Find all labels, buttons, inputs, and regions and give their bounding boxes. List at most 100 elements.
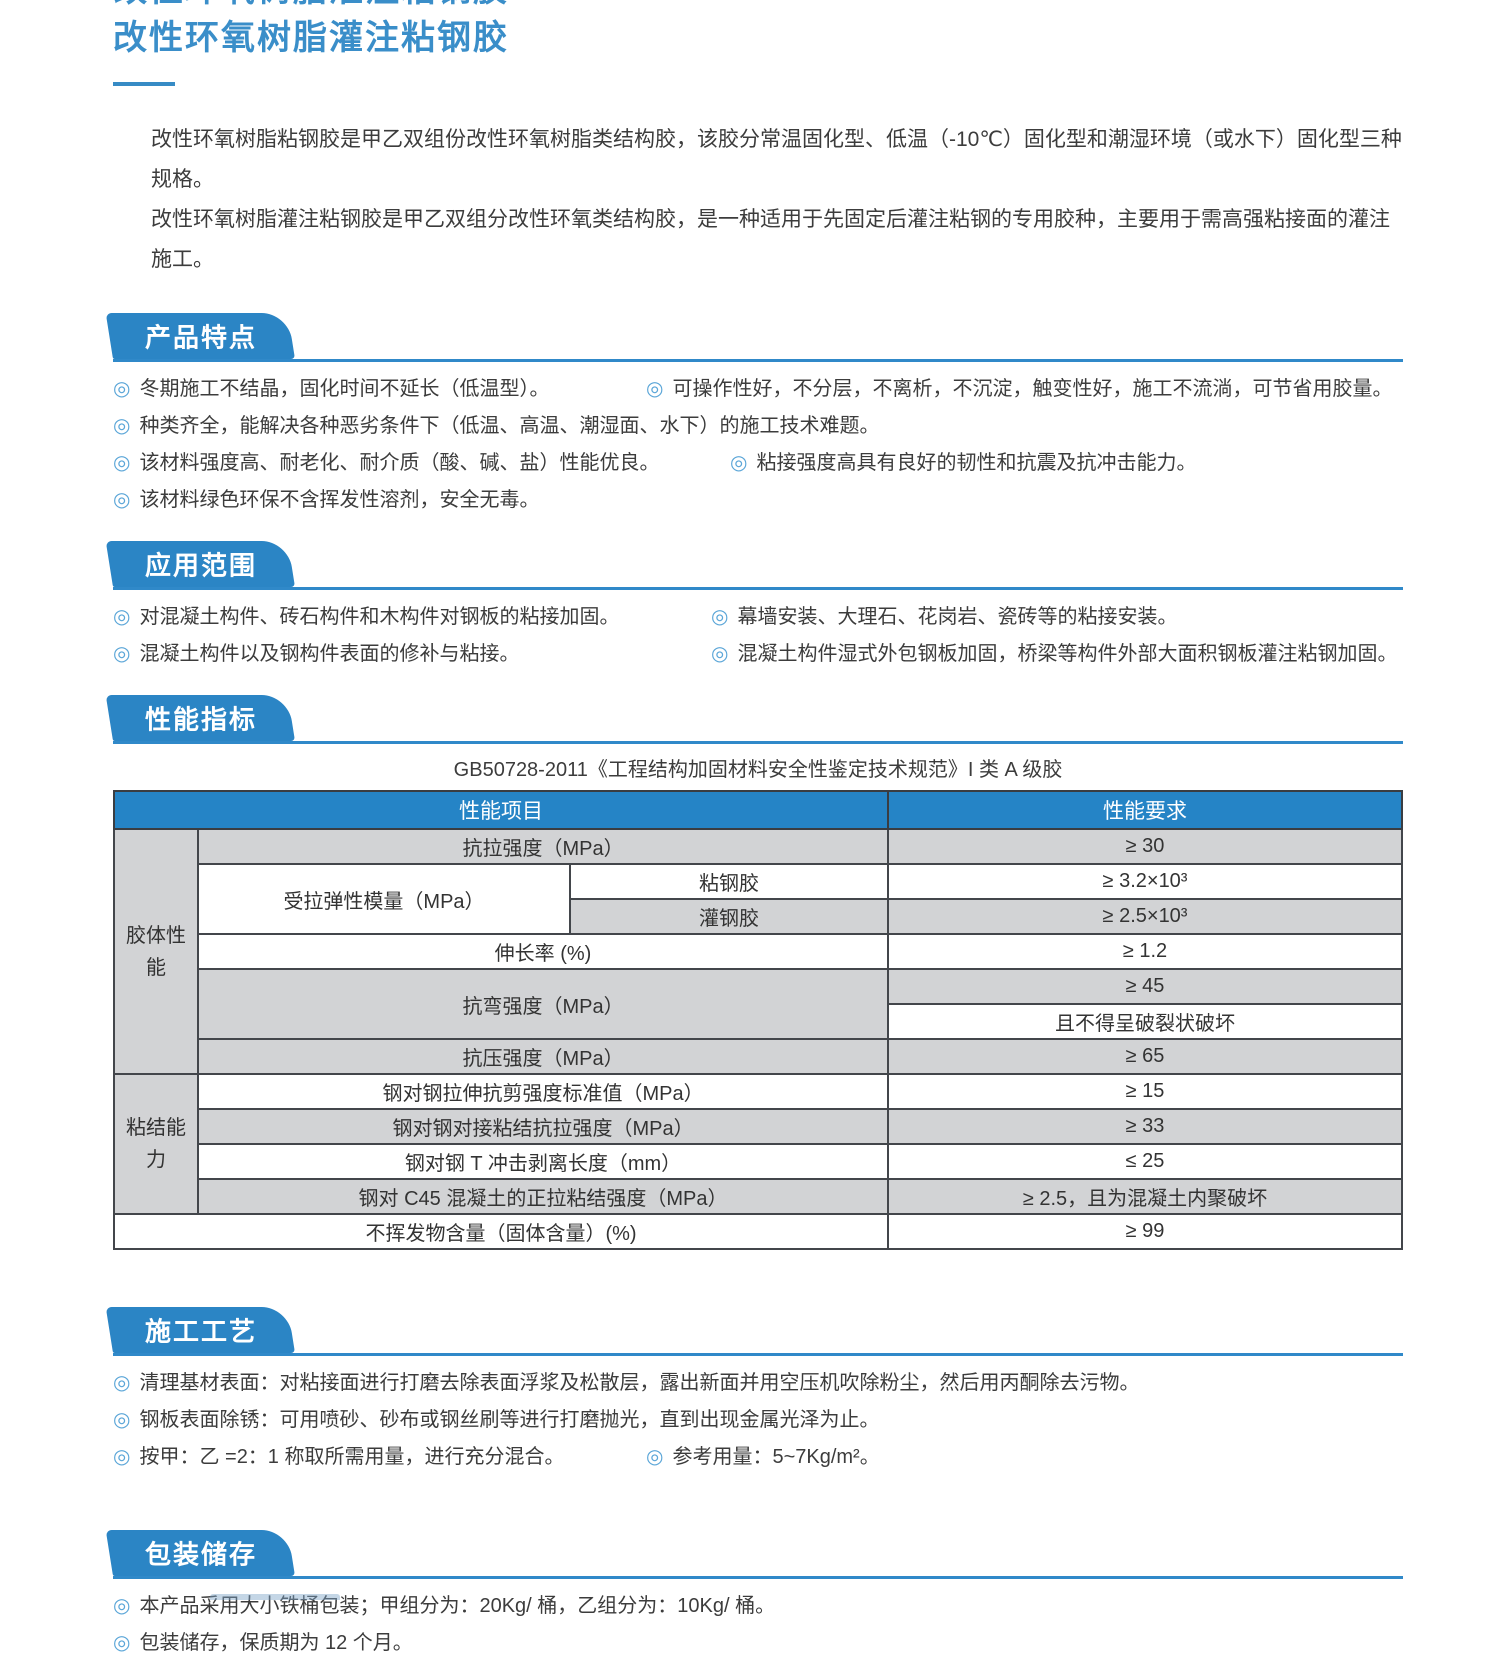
packaging-text: 包装储存，保质期为 12 个月。 (139, 1632, 413, 1654)
feature-text: 冬期施工不结晶，固化时间不延长（低温型）。 (139, 378, 550, 400)
list-item: ◎ 该材料绿色环保不含挥发性溶剂，安全无毒。 (113, 482, 1403, 519)
row-sublabel: 灌钢胶 (568, 898, 890, 935)
feature-text: 种类齐全，能解决各种恶劣条件下（低温、高温、潮湿面、水下）的施工技术难题。 (139, 415, 880, 437)
application-text: 混凝土构件湿式外包钢板加固，桥梁等构件外部大面积钢板灌注粘钢加固。 (737, 643, 1398, 665)
table-row: 抗弯强度（MPa） ≥ 45 (114, 968, 1403, 1040)
section-header-features: 产品特点 (105, 313, 1403, 362)
row-value: ≥ 30 (887, 828, 1403, 865)
process-list: ◎ 清理基材表面：对粘接面进行打磨去除表面浮浆及松散层，露出新面并用空压机吹除粉尘… (113, 1356, 1403, 1476)
group-label-bonding: 粘结能力 (113, 1073, 199, 1215)
double-circle-bullet-icon: ◎ (113, 1595, 131, 1617)
page-title: 改性环氧树脂灌注粘钢胶 (113, 19, 509, 57)
row-value: ≥ 3.2×10³ (887, 863, 1403, 900)
row-label: 伸长率 (%) (196, 933, 890, 970)
process-text: 清理基材表面：对粘接面进行打磨去除表面浮浆及松散层，露出新面并用空压机吹除粉尘，… (139, 1372, 1140, 1394)
clipped-bottom-fragment (210, 1594, 340, 1600)
table-row: 粘结能力 钢对钢拉伸抗剪强度标准值（MPa） ≥ 15 (113, 1073, 1403, 1215)
list-item: ◎ 种类齐全，能解决各种恶劣条件下（低温、高温、潮湿面、水下）的施工技术难题。 (113, 408, 1403, 445)
double-circle-bullet-icon: ◎ (711, 643, 729, 665)
double-circle-bullet-icon: ◎ (113, 1372, 131, 1394)
list-item: ◎ 清理基材表面：对粘接面进行打磨去除表面浮浆及松散层，露出新面并用空压机吹除粉尘… (113, 1365, 1403, 1402)
table-row: 胶体性能 抗拉强度（MPa） ≥ 30 (113, 828, 1403, 1075)
features-list: ◎ 冬期施工不结晶，固化时间不延长（低温型）。 ◎ 可操作性好，不分层，不离析，不沉… (113, 362, 1403, 519)
double-circle-bullet-icon: ◎ (113, 1409, 131, 1431)
double-circle-bullet-icon: ◎ (113, 1632, 131, 1654)
list-item: ◎ 包装储存，保质期为 12 个月。 (113, 1625, 1403, 1662)
row-value: ≥ 45 (887, 968, 1403, 1005)
row-value: 且不得呈破裂状破坏 (887, 1003, 1403, 1040)
process-text: 按甲：乙 =2：1 称取所需用量，进行充分混合。 (139, 1446, 565, 1468)
application-text: 对混凝土构件、砖石构件和木构件对钢板的粘接加固。 (139, 606, 620, 628)
list-item: ◎ 按甲：乙 =2：1 称取所需用量，进行充分混合。 ◎ 参考用量：5~7Kg/m²… (113, 1439, 1403, 1476)
performance-badge-label: 性能指标 (145, 704, 258, 735)
table-row: 灌钢胶 ≥ 2.5×10³ (114, 898, 1403, 935)
row-value: ≥ 99 (887, 1213, 1403, 1250)
intro-line-1: 改性环氧树脂粘钢胶是甲乙双组份改性环氧树脂类结构胶，该胶分常温固化型、低温（-1… (151, 128, 1402, 191)
double-circle-bullet-icon: ◎ (113, 643, 131, 665)
double-circle-bullet-icon: ◎ (113, 452, 131, 474)
table-row: 钢对 C45 混凝土的正拉粘结强度（MPa） ≥ 2.5，且为混凝土内聚破坏 (114, 1178, 1403, 1215)
row-label: 不挥发物含量（固体含量）(%) (112, 1213, 890, 1250)
list-item: ◎ 混凝土构件以及钢构件表面的修补与粘接。 ◎ 混凝土构件湿式外包钢板加固，桥梁等构… (113, 636, 1403, 673)
row-label: 钢对钢拉伸抗剪强度标准值（MPa） (196, 1073, 890, 1110)
col-header-item: 性能项目 (112, 790, 890, 830)
double-circle-bullet-icon: ◎ (113, 378, 131, 400)
col-header-requirement: 性能要求 (887, 790, 1403, 830)
application-text: 混凝土构件以及钢构件表面的修补与粘接。 (139, 643, 520, 665)
row-value: ≤ 25 (887, 1143, 1403, 1180)
applications-badge-label: 应用范围 (145, 550, 258, 581)
features-badge-label: 产品特点 (145, 322, 258, 353)
table-row: 钢对钢 T 冲击剥离长度（mm） ≤ 25 (114, 1143, 1403, 1180)
performance-badge: 性能指标 (105, 695, 295, 741)
intro-paragraphs: 改性环氧树脂粘钢胶是甲乙双组份改性环氧树脂类结构胶，该胶分常温固化型、低温（-1… (113, 120, 1403, 280)
section-header-process: 施工工艺 (105, 1307, 1403, 1356)
table-row: 受拉弹性模量（MPa） 粘钢胶 ≥ 3.2×10³ (114, 863, 1403, 935)
feature-text: 可操作性好，不分层，不离析，不沉淀，触变性好，施工不流淌，可节省用胶量。 (672, 378, 1393, 400)
process-text: 参考用量：5~7Kg/m²。 (672, 1446, 880, 1468)
table-row: 伸长率 (%) ≥ 1.2 (114, 933, 1403, 970)
double-circle-bullet-icon: ◎ (646, 378, 664, 400)
row-label: 钢对钢 T 冲击剥离长度（mm） (196, 1143, 890, 1180)
double-circle-bullet-icon: ◎ (113, 1446, 131, 1468)
feature-text: 该材料绿色环保不含挥发性溶剂，安全无毒。 (139, 489, 540, 511)
row-value: ≥ 2.5，且为混凝土内聚破坏 (887, 1178, 1403, 1215)
row-label: 抗弯强度（MPa） (196, 968, 890, 1040)
section-header-performance: 性能指标 (105, 695, 1403, 744)
table-caption: GB50728-2011《工程结构加固材料安全性鉴定技术规范》I 类 A 级胶 (453, 759, 1063, 781)
double-circle-bullet-icon: ◎ (113, 606, 131, 628)
section-header-applications: 应用范围 (105, 541, 1403, 590)
applications-badge: 应用范围 (105, 541, 295, 587)
performance-table: 性能项目 性能要求 胶体性能 抗拉强度（MPa） ≥ 30 受拉弹性模量（MPa… (112, 790, 1403, 1250)
applications-list: ◎ 对混凝土构件、砖石构件和木构件对钢板的粘接加固。 ◎ 幕墙安装、大理石、花岗岩、… (113, 590, 1403, 673)
application-text: 幕墙安装、大理石、花岗岩、瓷砖等的粘接安装。 (737, 606, 1178, 628)
process-badge-label: 施工工艺 (145, 1316, 258, 1347)
packaging-badge-label: 包装储存 (145, 1539, 258, 1570)
table-header-row: 性能项目 性能要求 (112, 790, 1403, 830)
row-value: ≥ 2.5×10³ (887, 898, 1403, 935)
row-label: 钢对钢对接粘结抗拉强度（MPa） (196, 1108, 890, 1145)
row-label: 受拉弹性模量（MPa） (197, 863, 571, 935)
list-item: ◎ 对混凝土构件、砖石构件和木构件对钢板的粘接加固。 ◎ 幕墙安装、大理石、花岗岩、… (113, 599, 1403, 636)
double-circle-bullet-icon: ◎ (113, 415, 131, 437)
clipped-top-text: 改性环氧树脂灌注粘钢胶 (113, 0, 1403, 9)
packaging-badge: 包装储存 (105, 1530, 295, 1576)
row-sublabel: 粘钢胶 (568, 863, 890, 900)
row-value: ≥ 65 (887, 1038, 1403, 1075)
list-item: ◎ 冬期施工不结晶，固化时间不延长（低温型）。 ◎ 可操作性好，不分层，不离析，不沉… (113, 371, 1403, 408)
title-underline-dash (113, 82, 175, 86)
row-value: ≥ 15 (887, 1073, 1403, 1110)
process-badge: 施工工艺 (105, 1307, 295, 1353)
table-row: 抗压强度（MPa） ≥ 65 (114, 1038, 1403, 1075)
intro-line-2: 改性环氧树脂灌注粘钢胶是甲乙双组分改性环氧类结构胶，是一种适用于先固定后灌注粘钢… (151, 208, 1390, 271)
table-row: 不挥发物含量（固体含量）(%) ≥ 99 (112, 1213, 1403, 1250)
row-label: 钢对 C45 混凝土的正拉粘结强度（MPa） (196, 1178, 890, 1215)
double-circle-bullet-icon: ◎ (730, 452, 748, 474)
list-item: ◎ 该材料强度高、耐老化、耐介质（酸、碱、盐）性能优良。 ◎ 粘接强度高具有良好的韧… (113, 445, 1403, 482)
process-text: 钢板表面除锈：可用喷砂、砂布或钢丝刷等进行打磨抛光，直到出现金属光泽为止。 (139, 1409, 880, 1431)
row-label: 抗拉强度（MPa） (196, 828, 890, 865)
section-header-packaging: 包装储存 (105, 1530, 1403, 1579)
feature-text: 该材料强度高、耐老化、耐介质（酸、碱、盐）性能优良。 (139, 452, 660, 474)
packaging-list: ◎ 本产品采用大小铁桶包装；甲组分为：20Kg/ 桶，乙组分为：10Kg/ 桶。 … (113, 1579, 1403, 1662)
group-label-gel: 胶体性能 (113, 828, 199, 1075)
